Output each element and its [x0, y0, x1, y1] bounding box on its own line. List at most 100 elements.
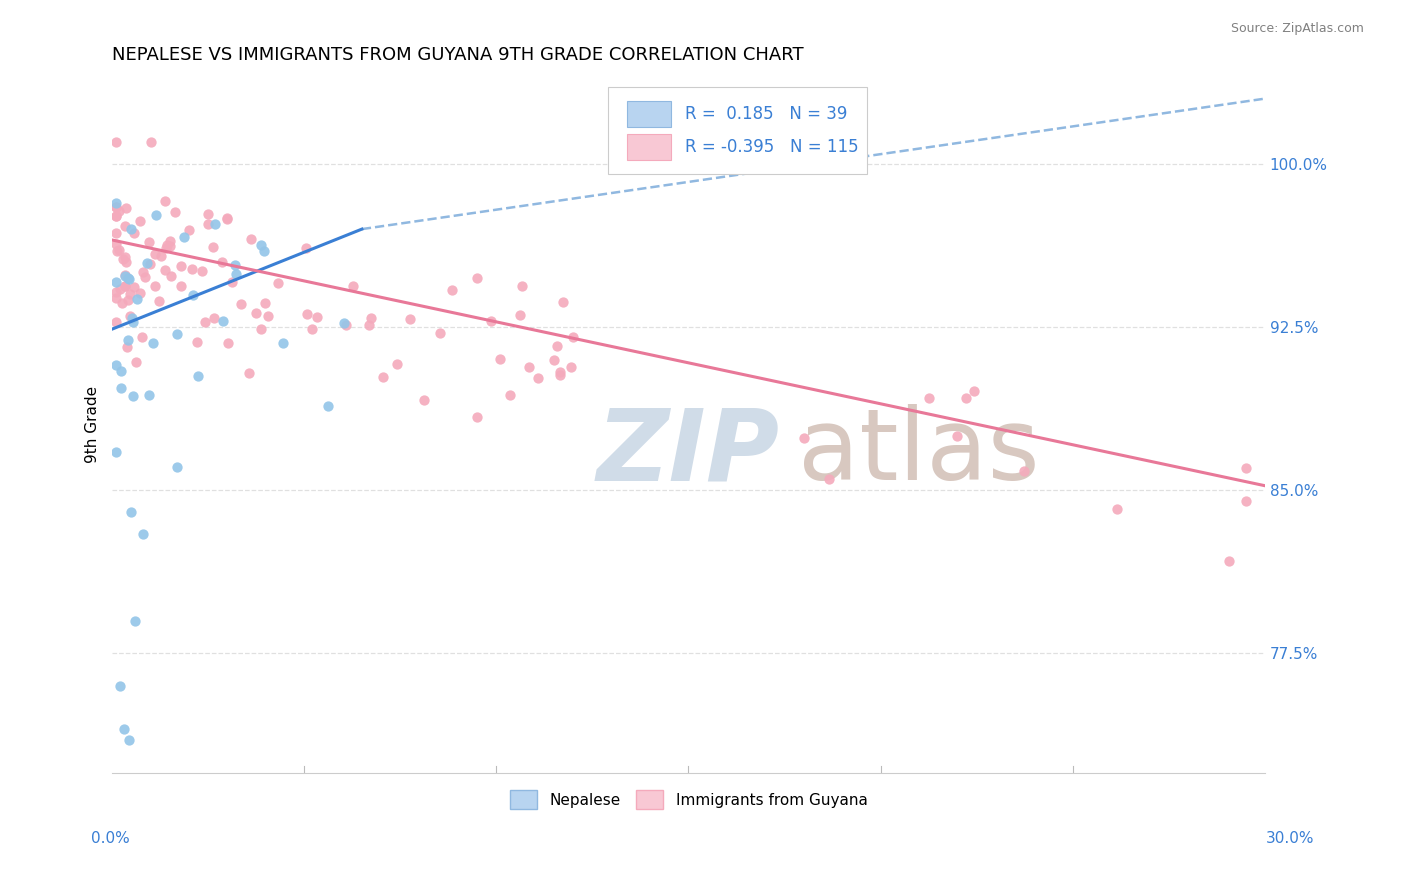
Text: Source: ZipAtlas.com: Source: ZipAtlas.com [1230, 22, 1364, 36]
Point [120, 505, 142, 519]
Point [156, 238, 179, 252]
Point [191, 264, 214, 278]
Point [946, 428, 969, 442]
Point [122, 280, 145, 294]
Point [129, 213, 152, 227]
Point [145, 247, 167, 261]
Point [204, 218, 226, 232]
Point [143, 278, 166, 293]
Point [160, 268, 183, 283]
Point [134, 269, 156, 284]
Point [117, 293, 139, 307]
Bar [627, 134, 671, 161]
Point [121, 311, 143, 326]
Point [132, 526, 155, 541]
Point [104, 200, 127, 214]
Point [254, 296, 277, 310]
Point [104, 292, 127, 306]
Point [818, 472, 841, 486]
Point [217, 336, 239, 351]
Point [221, 275, 243, 289]
Point [170, 278, 193, 293]
Point [155, 241, 177, 255]
Bar [627, 101, 671, 127]
Point [527, 370, 550, 384]
Point [138, 235, 160, 249]
Point [124, 614, 146, 628]
Point [117, 271, 139, 285]
Point [110, 380, 132, 394]
Point [104, 196, 127, 211]
Point [387, 357, 409, 371]
Point [159, 239, 181, 253]
Point [294, 242, 316, 256]
Point [399, 312, 422, 326]
Text: R =  0.185   N = 39: R = 0.185 N = 39 [685, 104, 848, 123]
Point [108, 244, 131, 258]
Point [122, 389, 145, 403]
Point [1012, 464, 1035, 478]
Point [115, 339, 138, 353]
Point [332, 316, 354, 330]
Point [145, 209, 167, 223]
Point [560, 359, 582, 374]
Point [1218, 554, 1240, 568]
Point [316, 399, 339, 413]
Point [114, 268, 136, 282]
Point [181, 287, 204, 301]
Text: 0.0%: 0.0% [91, 831, 131, 846]
Point [138, 388, 160, 402]
Point [112, 723, 135, 737]
Point [271, 336, 294, 351]
Point [129, 286, 152, 301]
Point [440, 283, 463, 297]
Point [305, 310, 328, 325]
Point [211, 255, 233, 269]
Point [224, 258, 246, 272]
Point [170, 259, 193, 273]
Point [240, 232, 263, 246]
Point [114, 279, 136, 293]
Point [114, 219, 136, 233]
Point [201, 240, 224, 254]
Point [142, 336, 165, 351]
Point [217, 212, 239, 227]
Point [962, 384, 984, 398]
Point [125, 354, 148, 368]
Point [104, 275, 127, 289]
Point [132, 265, 155, 279]
Legend: Nepalese, Immigrants from Guyana: Nepalese, Immigrants from Guyana [503, 784, 873, 815]
Point [114, 201, 136, 215]
Point [253, 244, 276, 258]
Point [104, 200, 127, 214]
Y-axis label: 9th Grade: 9th Grade [86, 386, 100, 463]
Point [335, 318, 357, 332]
Point [118, 309, 141, 323]
Point [1105, 502, 1128, 516]
Point [166, 459, 188, 474]
Point [187, 368, 209, 383]
Point [793, 431, 815, 445]
Point [104, 209, 127, 223]
Point [139, 135, 162, 149]
Point [108, 203, 131, 218]
Point [509, 308, 531, 322]
Point [229, 297, 252, 311]
Point [488, 351, 510, 366]
Point [548, 365, 571, 379]
Point [120, 221, 142, 235]
Point [125, 292, 148, 306]
Point [159, 234, 181, 248]
Point [114, 250, 136, 264]
Point [238, 366, 260, 380]
Point [543, 352, 565, 367]
Point [148, 294, 170, 309]
Point [114, 269, 136, 284]
Point [118, 733, 141, 747]
Point [548, 368, 571, 382]
Text: NEPALESE VS IMMIGRANTS FROM GUYANA 9TH GRADE CORRELATION CHART: NEPALESE VS IMMIGRANTS FROM GUYANA 9TH G… [112, 46, 804, 64]
Point [150, 249, 173, 263]
Point [202, 310, 225, 325]
Text: 30.0%: 30.0% [1267, 831, 1315, 846]
Point [1234, 494, 1257, 508]
